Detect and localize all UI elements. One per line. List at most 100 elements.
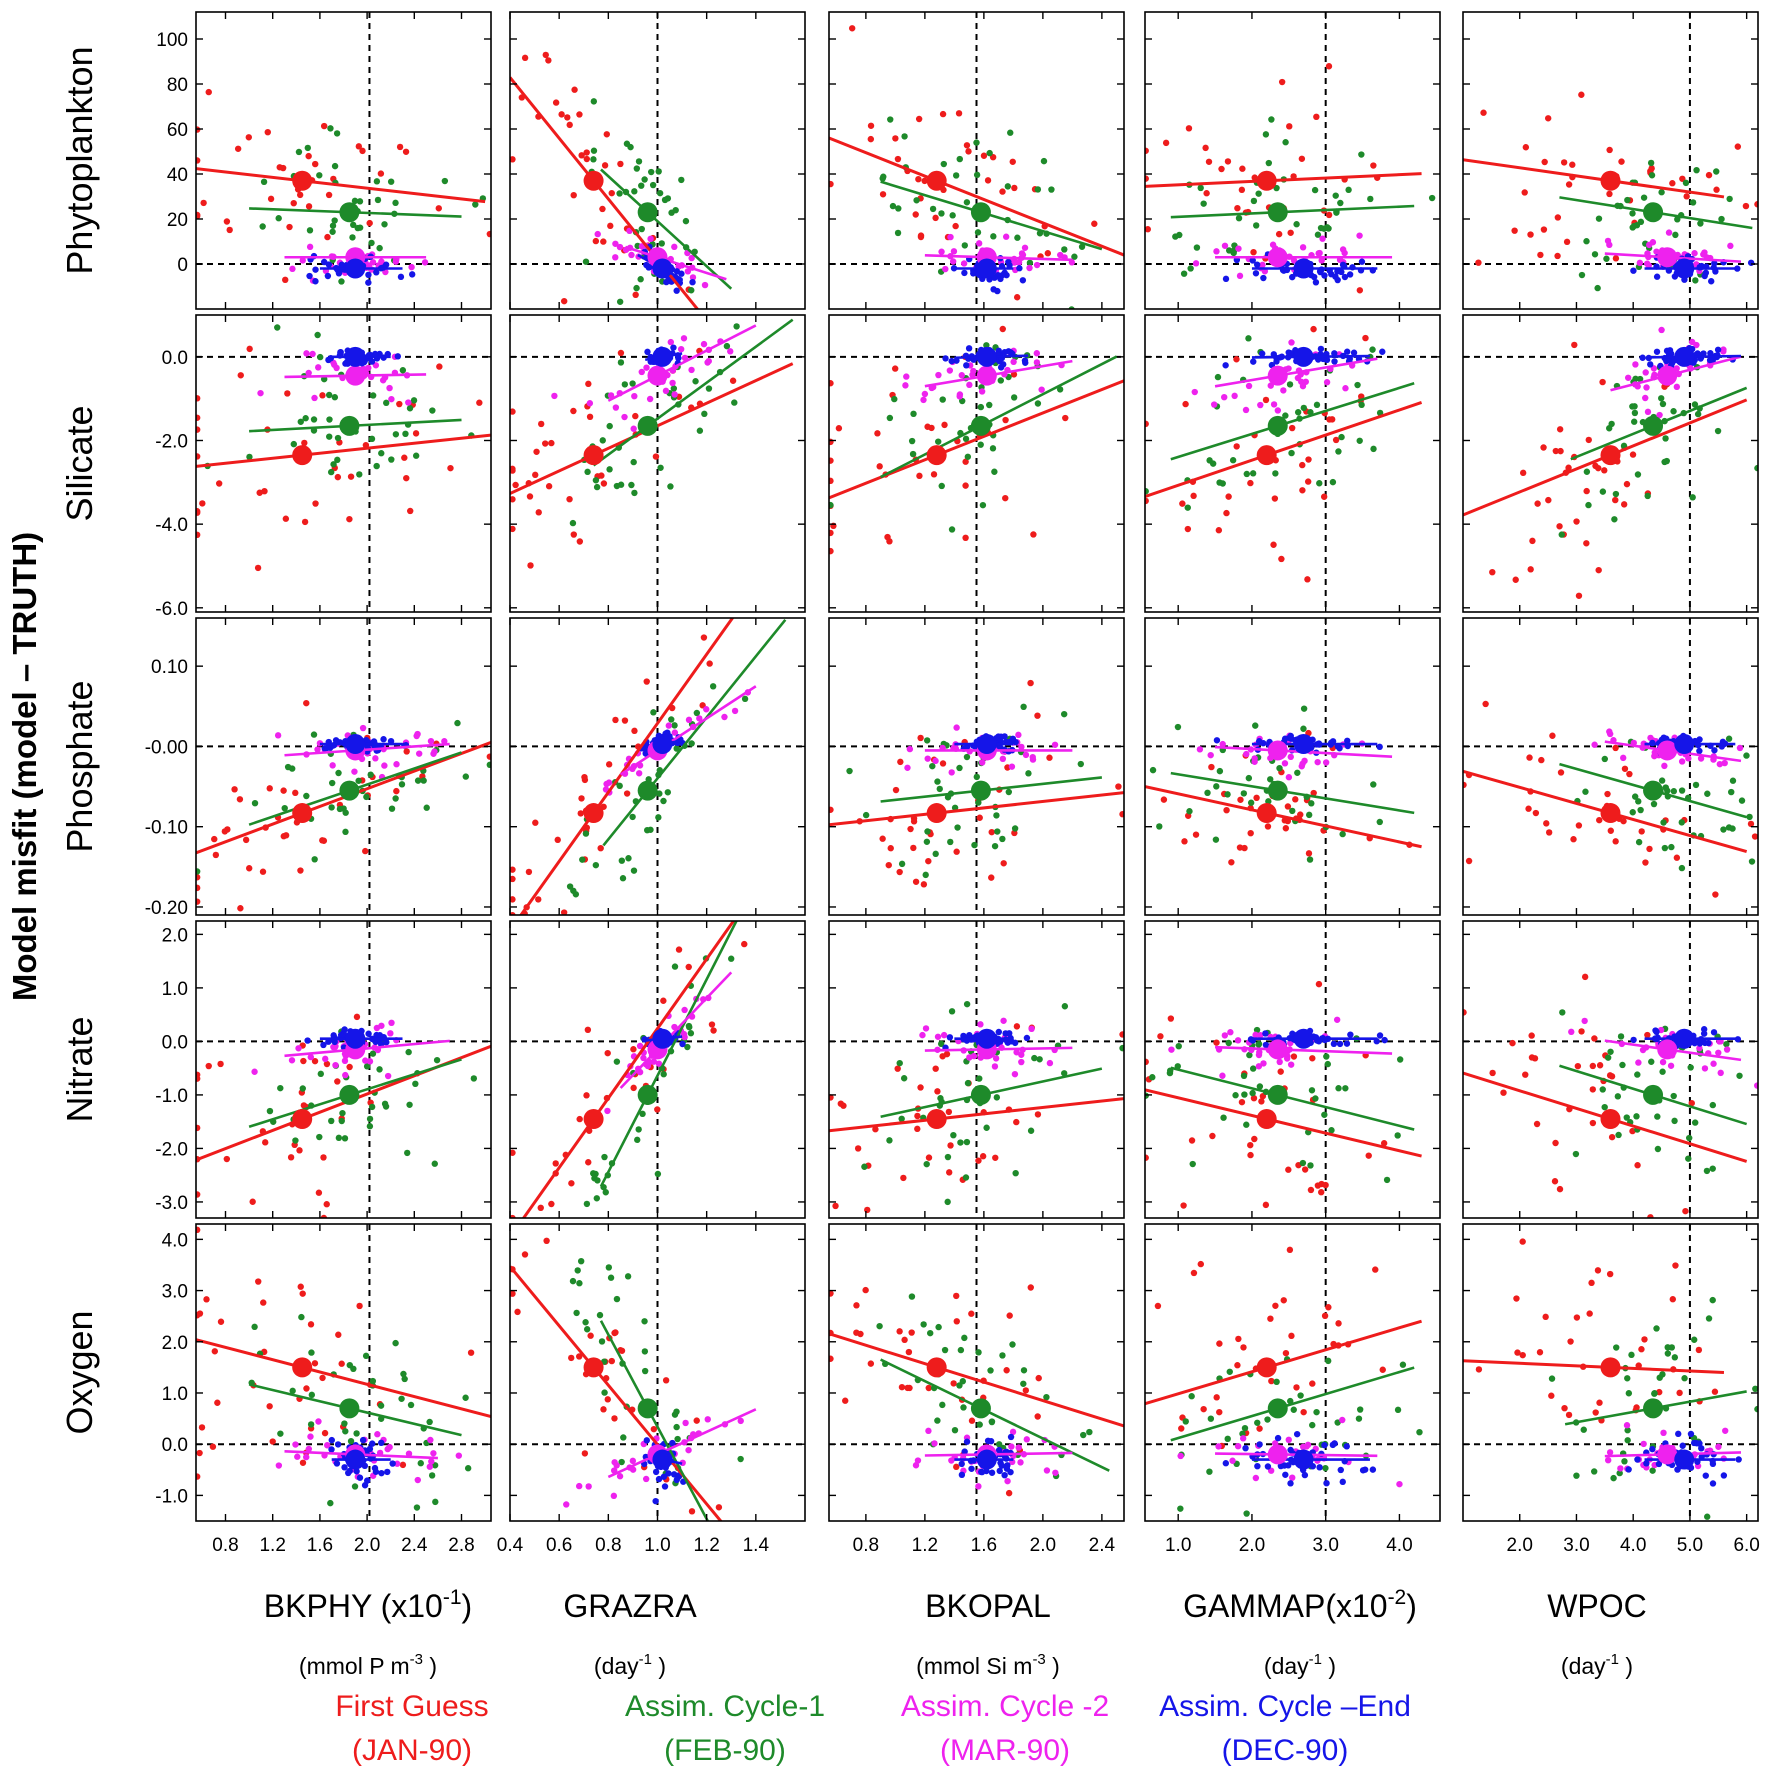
mean-marker-cycle1	[339, 780, 360, 801]
mean-marker-first_guess	[1600, 803, 1621, 824]
mean-marker-cycle1	[970, 202, 991, 223]
point-first_guess	[568, 1354, 575, 1362]
mean-marker-first_guess	[292, 170, 313, 191]
point-cycle2	[1013, 1049, 1020, 1056]
point-cycle2	[307, 1433, 314, 1440]
point-cycle1	[1653, 1325, 1660, 1332]
point-cycle_end	[655, 1475, 663, 1483]
point-cycle1	[976, 1421, 983, 1428]
fit-line-cycle2	[284, 1039, 450, 1058]
point-cycle2	[393, 761, 400, 768]
point-first_guess	[1208, 763, 1215, 771]
point-cycle1	[1229, 457, 1237, 464]
point-cycle1	[404, 1149, 411, 1157]
point-cycle_end	[1274, 1434, 1282, 1442]
point-first_guess	[377, 170, 385, 177]
point-cycle1	[1206, 1468, 1213, 1475]
point-first_guess	[924, 423, 931, 430]
point-cycle1	[1558, 531, 1565, 538]
point-cycle1	[304, 144, 312, 152]
fit-line-first_guess	[1145, 172, 1422, 188]
point-cycle2	[373, 1024, 381, 1032]
point-first_guess	[399, 1461, 407, 1469]
fit-line-first_guess	[1145, 785, 1422, 849]
point-cycle1	[341, 1420, 348, 1427]
point-first_guess	[1247, 829, 1254, 837]
point-first_guess	[312, 160, 319, 168]
point-cycle1	[1599, 488, 1607, 495]
point-first_guess	[1519, 469, 1527, 477]
point-cycle1	[1650, 800, 1658, 808]
point-cycle2	[1736, 744, 1744, 752]
point-cycle_end	[1734, 265, 1741, 272]
point-cycle1	[886, 414, 894, 422]
point-cycle1	[246, 453, 253, 461]
point-first_guess	[1585, 436, 1592, 444]
point-cycle_end	[1347, 1031, 1354, 1038]
y-tick-label: 3.0	[162, 1282, 188, 1303]
point-first_guess	[319, 1374, 326, 1382]
point-first_guess	[1234, 1362, 1241, 1369]
point-cycle1	[325, 391, 333, 399]
point-cycle_end	[356, 1474, 364, 1481]
point-cycle1	[977, 403, 985, 411]
panel-plot-area	[1145, 12, 1440, 309]
point-cycle1	[1713, 168, 1720, 175]
point-cycle1	[592, 477, 600, 484]
panel-plot-area	[196, 315, 491, 612]
point-cycle1	[584, 468, 591, 476]
point-first_guess	[1475, 1366, 1483, 1373]
point-first_guess	[523, 967, 529, 973]
point-first_guess	[196, 426, 201, 433]
point-first_guess	[576, 1353, 583, 1360]
legend: First Guess(JAN-90)Assim. Cycle-1(FEB-90…	[335, 1690, 1411, 1767]
point-first_guess	[568, 1180, 575, 1187]
point-first_guess	[527, 562, 534, 569]
panel-frame	[1462, 920, 1759, 1219]
point-first_guess	[1062, 414, 1069, 422]
mean-marker-cycle_end	[345, 1028, 366, 1049]
point-cycle_end	[409, 271, 416, 278]
point-first_guess	[688, 1508, 696, 1515]
point-cycle2	[946, 367, 954, 374]
point-cycle1	[660, 1071, 667, 1078]
point-cycle1	[629, 813, 636, 821]
point-cycle_end	[1021, 357, 1029, 364]
point-first_guess	[242, 836, 250, 844]
point-cycle1	[709, 683, 717, 690]
point-first_guess	[932, 214, 939, 222]
panel-plot-area	[1145, 1224, 1440, 1521]
point-cycle1	[292, 1137, 299, 1144]
point-cycle2	[1196, 746, 1204, 753]
point-cycle1	[671, 963, 679, 970]
point-cycle1	[1644, 492, 1651, 500]
point-cycle1	[302, 415, 309, 422]
point-cycle1	[995, 1441, 1003, 1448]
point-cycle1	[940, 160, 948, 168]
point-cycle2	[414, 730, 421, 738]
point-cycle1	[619, 875, 627, 882]
mean-marker-cycle2	[1267, 247, 1288, 268]
point-cycle1	[1648, 172, 1656, 179]
point-cycle_end	[1675, 1430, 1682, 1438]
mean-marker-first_guess	[1256, 170, 1277, 191]
point-first_guess	[652, 453, 660, 460]
point-cycle1	[327, 468, 335, 476]
point-cycle1	[986, 401, 993, 409]
mean-marker-cycle_end	[1293, 734, 1314, 755]
point-cycle1	[599, 437, 606, 444]
point-cycle2	[921, 390, 929, 398]
point-cycle1	[951, 1426, 959, 1434]
point-cycle2	[405, 1450, 413, 1457]
point-first_guess	[510, 866, 516, 873]
point-cycle1	[1255, 1040, 1263, 1048]
point-cycle1	[1043, 1393, 1050, 1401]
point-cycle2	[635, 770, 643, 777]
point-cycle1	[1276, 764, 1283, 772]
point-cycle_end	[1001, 348, 1008, 356]
panel-frame	[828, 11, 1125, 310]
point-first_guess	[255, 1278, 262, 1285]
point-cycle2	[1314, 758, 1321, 766]
point-cycle1	[1658, 189, 1665, 196]
point-first_guess	[1573, 1314, 1581, 1321]
